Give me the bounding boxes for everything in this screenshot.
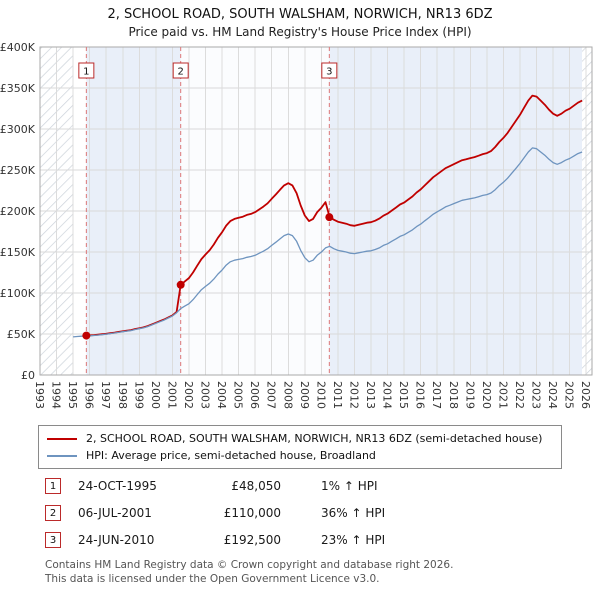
sale-guide-lines — [85, 47, 330, 375]
blue-line-swatch — [47, 454, 77, 457]
footer-line-1: Contains HM Land Registry data © Crown c… — [45, 559, 454, 571]
x-tick-label: 2011 — [331, 381, 344, 409]
x-tick-label: 2003 — [199, 381, 212, 409]
transaction-hpi-delta: 36% ↑ HPI — [321, 506, 386, 520]
y-tick-label: £50K — [7, 328, 36, 341]
transaction-price: £192,500 — [223, 533, 281, 547]
legend-label-hpi: HPI: Average price, semi-detached house,… — [86, 449, 376, 462]
page-subtitle: Price paid vs. HM Land Registry's House … — [128, 25, 472, 39]
legend-item-hpi: HPI: Average price, semi-detached house,… — [47, 447, 553, 464]
x-tick-label: 2019 — [463, 381, 476, 409]
transaction-number-badge: 2 — [45, 505, 61, 521]
transaction-price: £48,050 — [231, 479, 281, 493]
sale-number-label: 1 — [83, 67, 89, 78]
x-tick-label: 2024 — [546, 381, 559, 409]
transactions-table: 1 24-OCT-1995 £48,050 1% ↑ HPI 2 06-JUL-… — [45, 478, 600, 548]
transaction-row: 3 24-JUN-2010 £192,500 23% ↑ HPI — [45, 532, 600, 548]
x-tick-label: 2013 — [364, 381, 377, 409]
series-line-1 — [73, 147, 583, 338]
plot-frame — [39, 46, 593, 376]
x-tick-label: 2001 — [165, 381, 178, 409]
x-tick-label: 2016 — [414, 381, 427, 409]
x-tick-label: 1999 — [132, 381, 145, 409]
y-tick-label: £350K — [0, 82, 36, 95]
x-tick-label: 1998 — [116, 381, 129, 409]
x-tick-label: 1994 — [50, 381, 63, 409]
transaction-row: 2 06-JUL-2001 £110,000 36% ↑ HPI — [45, 505, 600, 521]
x-tick-label: 2018 — [447, 381, 460, 409]
sale-number-box — [78, 62, 95, 79]
sale-point-dot — [82, 331, 91, 340]
x-tick-label: 1993 — [33, 381, 46, 409]
transaction-hpi-delta: 1% ↑ HPI — [321, 479, 378, 493]
y-tick-label: £0 — [21, 369, 35, 382]
chart-header: 2, SCHOOL ROAD, SOUTH WALSHAM, NORWICH, … — [0, 0, 600, 39]
sale-number-box — [321, 62, 338, 79]
sale-point-dot — [325, 213, 334, 222]
x-tick-label: 2022 — [513, 381, 526, 409]
sale-number-label: 2 — [178, 67, 184, 78]
transaction-hpi-delta: 23% ↑ HPI — [321, 533, 386, 547]
legend-label-property: 2, SCHOOL ROAD, SOUTH WALSHAM, NORWICH, … — [86, 432, 543, 445]
x-tick-label: 2026 — [579, 381, 592, 409]
transaction-date: 24-OCT-1995 — [78, 479, 157, 493]
x-tick-label: 2009 — [298, 381, 311, 409]
x-tick-label: 2023 — [530, 381, 543, 409]
transaction-row: 1 24-OCT-1995 £48,050 1% ↑ HPI — [45, 478, 600, 494]
y-tick-label: £300K — [0, 123, 36, 136]
x-tick-label: 2025 — [563, 381, 576, 409]
x-tick-label: 1996 — [83, 381, 96, 409]
x-tick-label: 1997 — [99, 381, 112, 409]
axis-labels: £0 £50K £100K £150K £200K £250K £300K £350K £400… — [0, 41, 592, 409]
sale-point-dot — [176, 280, 185, 289]
x-tick-label: 2005 — [232, 381, 245, 409]
sale-number-box — [172, 62, 189, 79]
red-line-swatch — [47, 437, 77, 440]
x-tick-label: 2000 — [149, 381, 162, 409]
chart-legend: 2, SCHOOL ROAD, SOUTH WALSHAM, NORWICH, … — [38, 425, 562, 469]
y-tick-label: £250K — [0, 164, 36, 177]
y-tick-label: £400K — [0, 41, 36, 54]
x-tick-label: 2021 — [496, 381, 509, 409]
y-tick-label: £200K — [0, 205, 36, 218]
x-tick-label: 2012 — [347, 381, 360, 409]
x-tick-label: 1995 — [66, 381, 79, 409]
page-title: 2, SCHOOL ROAD, SOUTH WALSHAM, NORWICH, … — [107, 7, 493, 22]
transaction-number-badge: 1 — [45, 478, 61, 494]
sale-number-label: 3 — [326, 67, 332, 78]
price-chart-svg: 1 2 3 £0 £50K £100K £150K £200K £250K £300K £350K… — [0, 41, 593, 409]
license-footer: Contains HM Land Registry data © Crown c… — [45, 559, 600, 586]
x-tick-label: 2007 — [265, 381, 278, 409]
sale-markers: 1 2 3 — [78, 62, 338, 340]
legend-item-property: 2, SCHOOL ROAD, SOUTH WALSHAM, NORWICH, … — [47, 430, 553, 447]
footer-line-2: This data is licensed under the Open Gov… — [45, 572, 380, 585]
x-tick-label: 2010 — [314, 381, 327, 409]
y-tick-label: £100K — [0, 287, 36, 300]
x-tick-label: 2015 — [397, 381, 410, 409]
series-lines — [73, 94, 583, 338]
x-tick-label: 2014 — [381, 381, 394, 409]
y-tick-label: £150K — [0, 246, 36, 259]
transaction-date: 24-JUN-2010 — [78, 533, 155, 547]
transaction-price: £110,000 — [223, 506, 281, 520]
x-tick-label: 2008 — [281, 381, 294, 409]
transaction-date: 06-JUL-2001 — [78, 506, 152, 520]
transaction-number-badge: 3 — [45, 532, 61, 548]
x-tick-label: 2006 — [248, 381, 261, 409]
x-tick-label: 2004 — [215, 381, 228, 409]
x-tick-label: 2017 — [430, 381, 443, 409]
x-tick-label: 2002 — [182, 381, 195, 409]
x-tick-label: 2020 — [480, 381, 493, 409]
